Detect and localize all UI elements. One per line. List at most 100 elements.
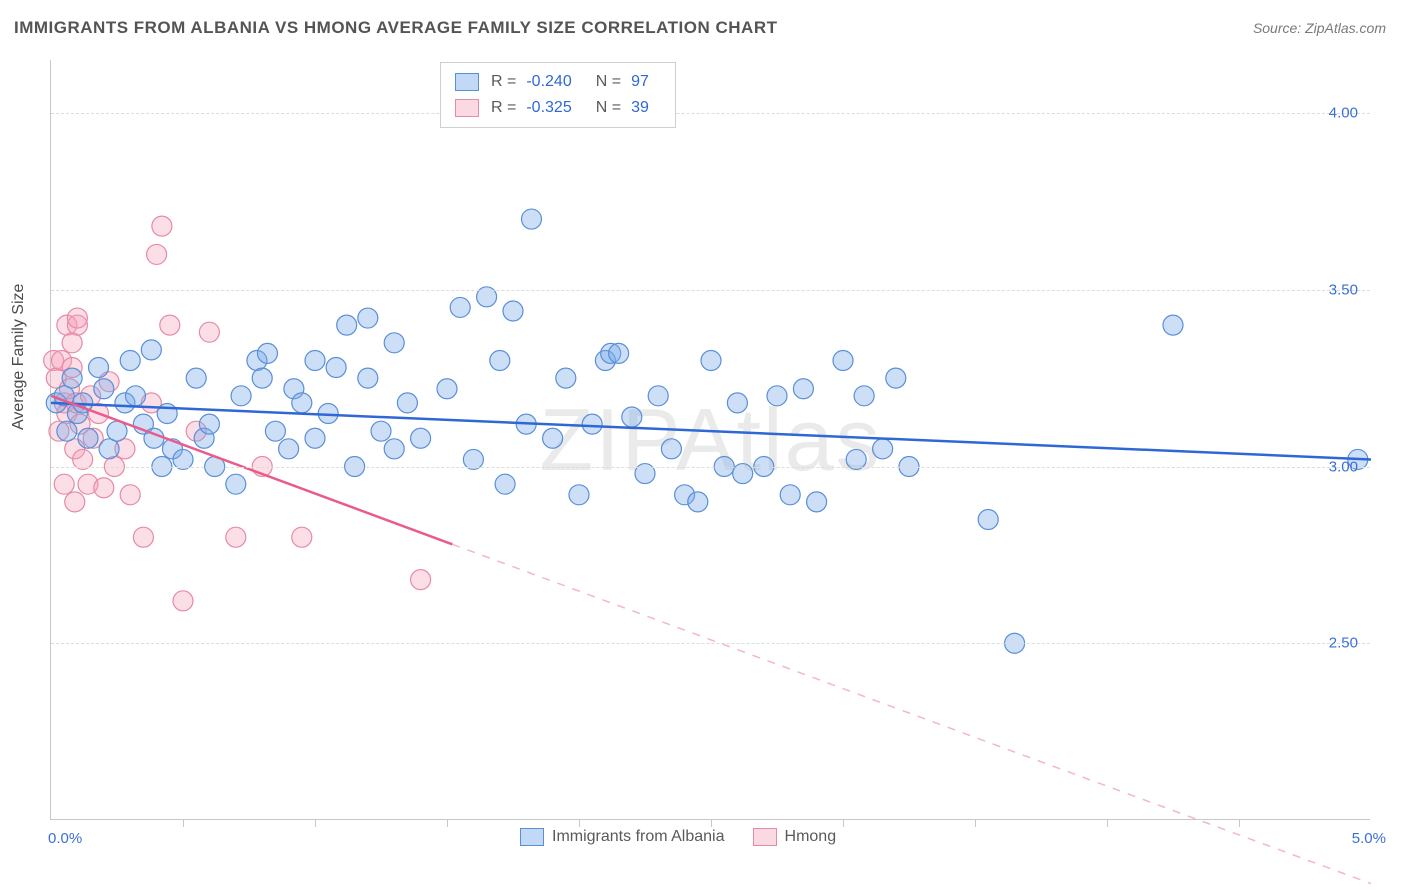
point-albania — [793, 379, 813, 399]
point-albania — [125, 386, 145, 406]
r-value-pink: -0.325 — [526, 95, 571, 121]
x-tick — [1107, 819, 1108, 827]
y-axis-title: Average Family Size — [10, 284, 28, 430]
point-hmong — [411, 570, 431, 590]
point-albania — [521, 209, 541, 229]
gridline — [51, 113, 1370, 114]
x-tick — [711, 819, 712, 827]
r-label: R = — [491, 69, 516, 95]
point-albania — [582, 414, 602, 434]
gridline — [51, 290, 1370, 291]
point-albania — [490, 350, 510, 370]
swatch-pink-icon — [455, 99, 479, 117]
gridline — [51, 643, 1370, 644]
point-hmong — [120, 485, 140, 505]
point-albania — [292, 393, 312, 413]
swatch-blue-icon — [520, 828, 544, 846]
point-albania — [99, 439, 119, 459]
point-hmong — [160, 315, 180, 335]
point-albania — [503, 301, 523, 321]
point-albania — [661, 439, 681, 459]
point-albania — [543, 428, 563, 448]
x-axis-max-label: 5.0% — [1352, 830, 1386, 847]
x-tick — [843, 819, 844, 827]
point-albania — [252, 368, 272, 388]
point-albania — [873, 439, 893, 459]
r-value-blue: -0.240 — [526, 69, 571, 95]
n-label: N = — [596, 69, 621, 95]
n-value-blue: 97 — [631, 69, 649, 95]
point-albania — [780, 485, 800, 505]
source-label: Source: ZipAtlas.com — [1253, 20, 1386, 36]
x-tick — [1239, 819, 1240, 827]
scatter-svg — [51, 60, 1371, 820]
x-tick — [579, 819, 580, 827]
point-albania — [358, 308, 378, 328]
point-hmong — [67, 308, 87, 328]
point-albania — [688, 492, 708, 512]
x-axis-min-label: 0.0% — [48, 830, 82, 847]
point-hmong — [226, 527, 246, 547]
point-albania — [279, 439, 299, 459]
point-hmong — [54, 474, 74, 494]
x-tick — [315, 819, 316, 827]
point-albania — [978, 510, 998, 530]
point-albania — [305, 428, 325, 448]
point-albania — [226, 474, 246, 494]
point-albania — [305, 350, 325, 370]
r-label: R = — [491, 95, 516, 121]
point-albania — [257, 343, 277, 363]
point-albania — [1163, 315, 1183, 335]
point-hmong — [152, 216, 172, 236]
point-hmong — [147, 244, 167, 264]
y-tick-label: 4.00 — [1329, 105, 1358, 122]
point-albania — [107, 421, 127, 441]
y-tick-label: 2.50 — [1329, 635, 1358, 652]
point-hmong — [292, 527, 312, 547]
point-albania — [411, 428, 431, 448]
point-albania — [833, 350, 853, 370]
point-albania — [78, 428, 98, 448]
point-albania — [384, 439, 404, 459]
point-hmong — [173, 591, 193, 611]
point-albania — [199, 414, 219, 434]
legend-row-blue: R = -0.240 N = 97 — [455, 69, 661, 95]
point-albania — [450, 297, 470, 317]
gridline — [51, 467, 1370, 468]
point-albania — [231, 386, 251, 406]
x-tick — [183, 819, 184, 827]
point-albania — [569, 485, 589, 505]
point-albania — [727, 393, 747, 413]
point-albania — [854, 386, 874, 406]
point-albania — [89, 358, 109, 378]
legend-correlation: R = -0.240 N = 97 R = -0.325 N = 39 — [440, 62, 676, 128]
point-albania — [886, 368, 906, 388]
point-albania — [337, 315, 357, 335]
point-albania — [120, 350, 140, 370]
point-albania — [384, 333, 404, 353]
x-tick — [447, 819, 448, 827]
point-hmong — [65, 492, 85, 512]
point-albania — [326, 358, 346, 378]
point-hmong — [199, 322, 219, 342]
point-hmong — [133, 527, 153, 547]
point-albania — [767, 386, 787, 406]
legend-row-pink: R = -0.325 N = 39 — [455, 95, 661, 121]
point-albania — [62, 368, 82, 388]
chart-canvas: IMMIGRANTS FROM ALBANIA VS HMONG AVERAGE… — [0, 0, 1406, 892]
legend-item-albania: Immigrants from Albania — [520, 828, 725, 846]
point-albania — [609, 343, 629, 363]
legend-label-albania: Immigrants from Albania — [552, 828, 725, 846]
y-tick-label: 3.50 — [1329, 281, 1358, 298]
point-albania — [622, 407, 642, 427]
point-albania — [397, 393, 417, 413]
point-albania — [94, 379, 114, 399]
legend-label-hmong: Hmong — [785, 828, 837, 846]
point-albania — [265, 421, 285, 441]
y-tick-label: 3.00 — [1329, 458, 1358, 475]
point-albania — [556, 368, 576, 388]
trendline-albania — [51, 403, 1371, 460]
x-tick — [975, 819, 976, 827]
point-hmong — [62, 333, 82, 353]
point-albania — [648, 386, 668, 406]
